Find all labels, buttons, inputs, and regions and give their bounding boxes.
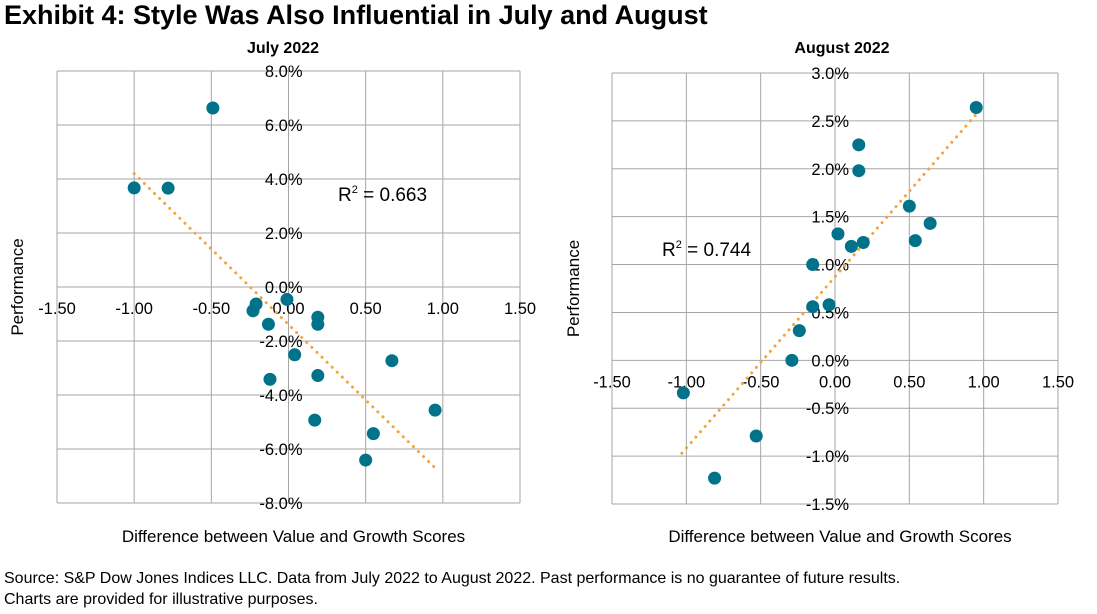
r-squared-value: = 0.744 (682, 240, 752, 261)
data-point (806, 258, 820, 272)
x-tick-label: 0.00 (272, 300, 304, 318)
data-point (311, 369, 325, 383)
data-point (822, 298, 836, 312)
data-point (923, 216, 937, 230)
data-point (852, 164, 866, 178)
data-point (428, 403, 442, 417)
chart-title: August 2022 (794, 40, 889, 57)
y-tick-label: 0.0% (265, 279, 303, 297)
data-point (708, 471, 722, 485)
x-tick-label: 1.00 (968, 373, 1000, 391)
scatter-chart-july: July 2022 -1.50 -1.00 -0.50 0.00 0.50 1.00 1.50… (8, 40, 536, 546)
data-point (385, 354, 399, 368)
data-point (831, 227, 845, 241)
data-point (806, 300, 820, 314)
data-point (749, 429, 763, 443)
r-squared-superscript: 2 (352, 184, 358, 196)
y-axis-title: Performance (8, 238, 27, 335)
x-tick-label: 0.00 (819, 373, 851, 391)
y-tick-label: -1.0% (806, 448, 849, 466)
data-point (856, 236, 870, 250)
x-tick-label: 0.50 (893, 373, 925, 391)
y-tick-label: -1.5% (806, 496, 849, 514)
r-squared-prefix: R (662, 240, 676, 261)
data-point (902, 199, 916, 213)
data-point (844, 239, 858, 253)
r-squared-value: = 0.663 (358, 185, 427, 206)
data-point (308, 413, 322, 427)
y-tick-label: -0.5% (806, 400, 849, 418)
x-tick-label: -1.50 (38, 300, 76, 318)
data-point (161, 181, 175, 195)
trendline (132, 172, 437, 470)
data-point (785, 353, 799, 367)
y-tick-label: -8.0% (259, 495, 302, 513)
y-tick-label: 2.0% (265, 225, 303, 243)
data-point (261, 317, 275, 331)
source-line-1: Source: S&P Dow Jones Indices LLC. Data … (4, 570, 901, 587)
data-point (288, 348, 302, 362)
y-tick-label: 2.0% (811, 161, 849, 179)
x-tick-label: 1.50 (504, 300, 536, 318)
x-tick-label: -1.50 (593, 373, 631, 391)
x-tick-label: 1.50 (1042, 373, 1074, 391)
r-squared-prefix: R (338, 185, 352, 206)
scatter-chart-august: August 2022 -1.50 -1.00 -0.50 0.00 0.50 1.00 1.… (564, 40, 1074, 546)
data-point (908, 234, 922, 248)
x-tick-label: 1.00 (427, 300, 459, 318)
x-tick-label: -1.00 (668, 373, 706, 391)
data-point (263, 372, 277, 386)
y-tick-label: -2.0% (259, 333, 302, 351)
data-point (792, 324, 806, 338)
x-axis-title: Difference between Value and Growth Scor… (122, 527, 465, 546)
y-tick-label: -4.0% (259, 387, 302, 405)
source-note: Source: S&P Dow Jones Indices LLC. Data … (4, 568, 1094, 610)
data-point (359, 453, 373, 467)
data-point (246, 304, 260, 318)
y-tick-label: 0.0% (811, 352, 849, 370)
y-tick-label: 4.0% (265, 171, 303, 189)
data-point (969, 100, 983, 114)
data-point (676, 386, 690, 400)
y-tick-label: 6.0% (265, 117, 303, 135)
x-tick-label: -1.00 (115, 300, 153, 318)
gridlines (56, 70, 521, 504)
y-tick-label: -6.0% (259, 441, 302, 459)
y-tick-label: 0.5% (811, 304, 849, 322)
data-point (852, 138, 866, 152)
x-tick-label: 0.50 (350, 300, 382, 318)
chart-title: July 2022 (247, 40, 319, 57)
data-point (206, 101, 220, 115)
r-squared-label: R2 = 0.663 (338, 184, 427, 206)
source-line-2: Charts are provided for illustrative pur… (4, 591, 318, 608)
y-tick-label: 3.0% (811, 65, 849, 83)
y-axis-title: Performance (564, 240, 583, 337)
r-squared-superscript: 2 (676, 239, 682, 251)
y-tick-label: 8.0% (265, 63, 303, 81)
exhibit-title: Exhibit 4: Style Was Also Influential in… (4, 0, 708, 30)
data-point (280, 292, 294, 306)
data-point (366, 427, 380, 441)
x-axis-title: Difference between Value and Growth Scor… (668, 527, 1011, 546)
y-tick-label: 1.5% (811, 209, 849, 227)
data-point (311, 317, 325, 331)
x-tick-label: -0.50 (742, 373, 780, 391)
data-point (127, 181, 141, 195)
y-tick-label: 2.5% (811, 113, 849, 131)
r-squared-label: R2 = 0.744 (662, 239, 751, 261)
gridlines (611, 72, 1059, 505)
x-tick-label: -0.50 (193, 300, 231, 318)
